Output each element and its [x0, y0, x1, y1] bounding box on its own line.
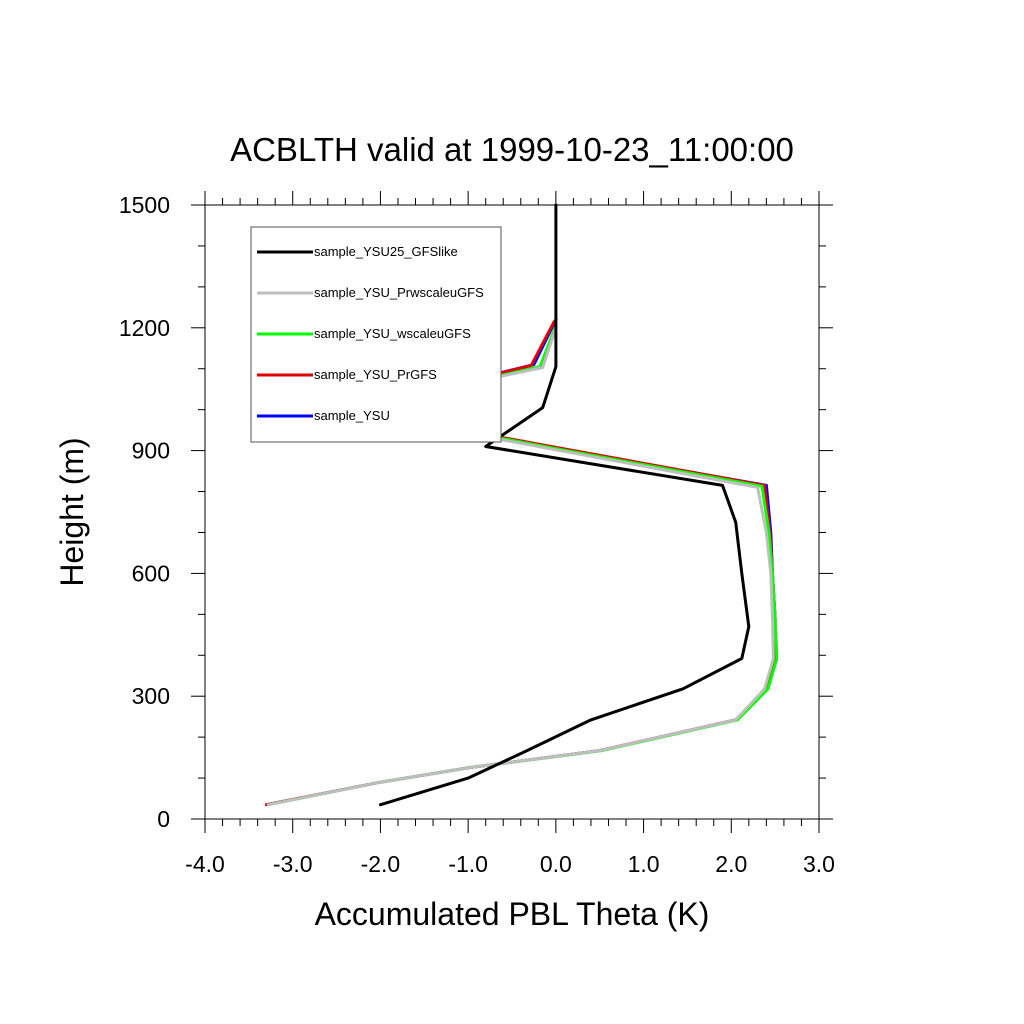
series-line-sample_YSU25_GFSlike — [378, 203, 751, 807]
legend-label: sample_YSU_PrGFS — [314, 367, 437, 382]
x-tick-label: 0.0 — [540, 851, 572, 877]
y-tick-label: 900 — [132, 438, 170, 464]
x-tick-label: -4.0 — [185, 851, 225, 877]
x-tick-label: -2.0 — [361, 851, 401, 877]
chart-title: ACBLTH valid at 1999-10-23_11:00:00 — [230, 131, 794, 168]
axis-ticks: -4.0 -3.0 -2.0 -1.0 0.0 1.0 2.0 3.0 0 300 600 900 12… — [119, 191, 835, 877]
x-tick-label: 3.0 — [803, 851, 835, 877]
legend: sample_YSU25_GFSlike sample_YSU_Prwscaleu… — [250, 226, 502, 443]
legend-label: sample_YSU_PrwscaleuGFS — [314, 285, 484, 300]
y-tick-label: 300 — [132, 683, 170, 709]
legend-label: sample_YSU — [314, 408, 390, 423]
legend-label: sample_YSU_wscaleuGFS — [314, 326, 471, 341]
y-tick-label: 1200 — [119, 315, 170, 341]
x-axis-label: Accumulated PBL Theta (K) — [315, 896, 710, 932]
y-tick-label: 0 — [157, 806, 170, 832]
y-tick-label: 1500 — [119, 192, 170, 218]
x-tick-label: -1.0 — [448, 851, 488, 877]
x-tick-label: -3.0 — [273, 851, 313, 877]
y-axis-label: Height (m) — [54, 437, 90, 586]
x-tick-label: 1.0 — [628, 851, 660, 877]
y-tick-label: 600 — [132, 560, 170, 586]
x-tick-label: 2.0 — [715, 851, 747, 877]
plot-frame — [204, 204, 820, 820]
legend-label: sample_YSU25_GFSlike — [314, 244, 458, 259]
